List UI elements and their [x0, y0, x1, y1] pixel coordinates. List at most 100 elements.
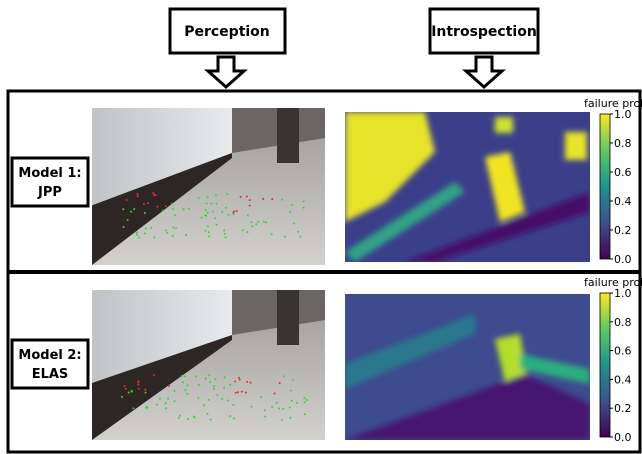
feature-point	[168, 385, 171, 387]
feature-point	[164, 402, 167, 405]
feature-point	[303, 397, 306, 400]
feature-point	[229, 383, 232, 386]
feature-point	[150, 226, 153, 229]
feature-point	[251, 225, 254, 228]
camera-image	[92, 108, 325, 265]
feature-point	[207, 398, 210, 401]
feature-point	[270, 233, 273, 236]
colorbar-tick-label: 0.6	[614, 345, 632, 358]
feature-point	[303, 413, 306, 416]
heatmap-blobs	[345, 314, 590, 440]
feature-point	[235, 210, 238, 213]
label-box	[10, 338, 90, 390]
feature-point	[204, 214, 207, 217]
camera-image	[92, 290, 325, 440]
feature-point	[197, 384, 200, 386]
feature-point	[182, 381, 184, 384]
feature-point	[237, 376, 240, 379]
heatmap	[345, 112, 590, 262]
feature-point	[291, 203, 294, 206]
feature-point	[137, 387, 140, 390]
feature-point	[130, 210, 133, 213]
feature-point	[204, 377, 207, 380]
feature-point	[232, 417, 235, 420]
feature-point	[289, 416, 292, 419]
feature-point	[125, 199, 128, 201]
header-label: Introspection	[431, 24, 537, 40]
feature-point	[186, 384, 189, 387]
heatmap	[345, 294, 590, 440]
feature-point	[250, 221, 253, 224]
feature-point	[293, 222, 296, 225]
feature-point	[206, 412, 209, 415]
feature-point	[180, 375, 183, 377]
arrow	[204, 55, 248, 90]
feature-point	[195, 375, 198, 378]
feature-point	[214, 378, 217, 381]
header-box	[168, 7, 287, 55]
feature-point	[223, 376, 226, 379]
feature-point	[226, 399, 229, 402]
feature-point	[206, 211, 209, 214]
feature-point	[130, 389, 133, 392]
feature-point	[215, 223, 218, 226]
wall	[92, 290, 232, 383]
feature-point	[210, 202, 213, 205]
wall	[92, 108, 232, 206]
colorbar-tick-label: 1.0	[614, 108, 632, 121]
colorbar	[599, 292, 611, 438]
feature-point	[215, 202, 218, 205]
feature-point	[135, 231, 138, 234]
feature-point	[289, 210, 292, 213]
feature-point	[238, 378, 241, 381]
blob	[495, 117, 513, 133]
feature-point	[234, 391, 237, 394]
arrow	[462, 55, 506, 90]
feature-point	[123, 385, 126, 387]
feature-point	[164, 229, 167, 232]
blob	[565, 132, 587, 160]
feature-point	[208, 374, 211, 377]
colorbar-title: failure prob.	[584, 97, 642, 110]
feature-point	[175, 227, 177, 230]
feature-point	[263, 220, 265, 223]
feature-point	[127, 391, 130, 394]
feature-point	[143, 232, 146, 235]
feature-point	[249, 381, 252, 384]
feature-point	[144, 391, 147, 394]
feature-point	[165, 407, 168, 410]
feature-point	[221, 211, 224, 213]
feature-point	[174, 214, 177, 216]
model-label: Model 1:	[18, 166, 81, 181]
feature-point	[167, 397, 170, 400]
feature-point	[264, 415, 267, 418]
feature-point	[232, 213, 235, 216]
feature-point	[121, 395, 123, 398]
feature-point	[146, 202, 149, 205]
feature-point	[223, 386, 225, 389]
baseboard	[92, 335, 232, 440]
feature-point	[171, 208, 174, 211]
feature-point	[122, 226, 125, 228]
feature-point	[200, 216, 203, 219]
feature-point	[214, 217, 217, 220]
feature-point	[136, 195, 139, 198]
feature-point	[289, 389, 292, 392]
feature-point	[290, 399, 293, 402]
heatmap-blobs	[345, 112, 590, 262]
feature-point	[278, 382, 281, 384]
feature-point	[221, 397, 224, 400]
feature-point	[240, 390, 243, 393]
blob	[345, 112, 435, 222]
feature-point	[214, 194, 217, 197]
feature-point	[197, 196, 200, 199]
colorbar	[599, 113, 611, 260]
feature-point	[280, 418, 283, 421]
colorbar-tick-label: 0.0	[614, 253, 632, 266]
feature-point	[136, 192, 139, 195]
feature-point	[232, 403, 235, 406]
feature-point	[143, 212, 146, 214]
feature-point	[171, 202, 174, 205]
feature-point	[263, 409, 266, 412]
colorbar-tick-label: 0.8	[614, 316, 632, 329]
